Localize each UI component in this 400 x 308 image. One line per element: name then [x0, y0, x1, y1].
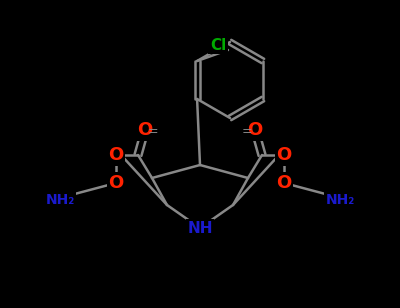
Text: =: =	[242, 125, 252, 139]
Text: O: O	[276, 146, 292, 164]
Text: NH: NH	[187, 221, 213, 236]
Text: O: O	[108, 146, 124, 164]
Text: O: O	[276, 174, 292, 192]
Text: O: O	[137, 121, 153, 139]
Text: =: =	[148, 125, 158, 139]
Text: NH₂: NH₂	[325, 193, 355, 207]
Text: O: O	[108, 174, 124, 192]
Text: Cl: Cl	[210, 38, 226, 52]
Text: NH₂: NH₂	[45, 193, 75, 207]
Text: O: O	[247, 121, 263, 139]
